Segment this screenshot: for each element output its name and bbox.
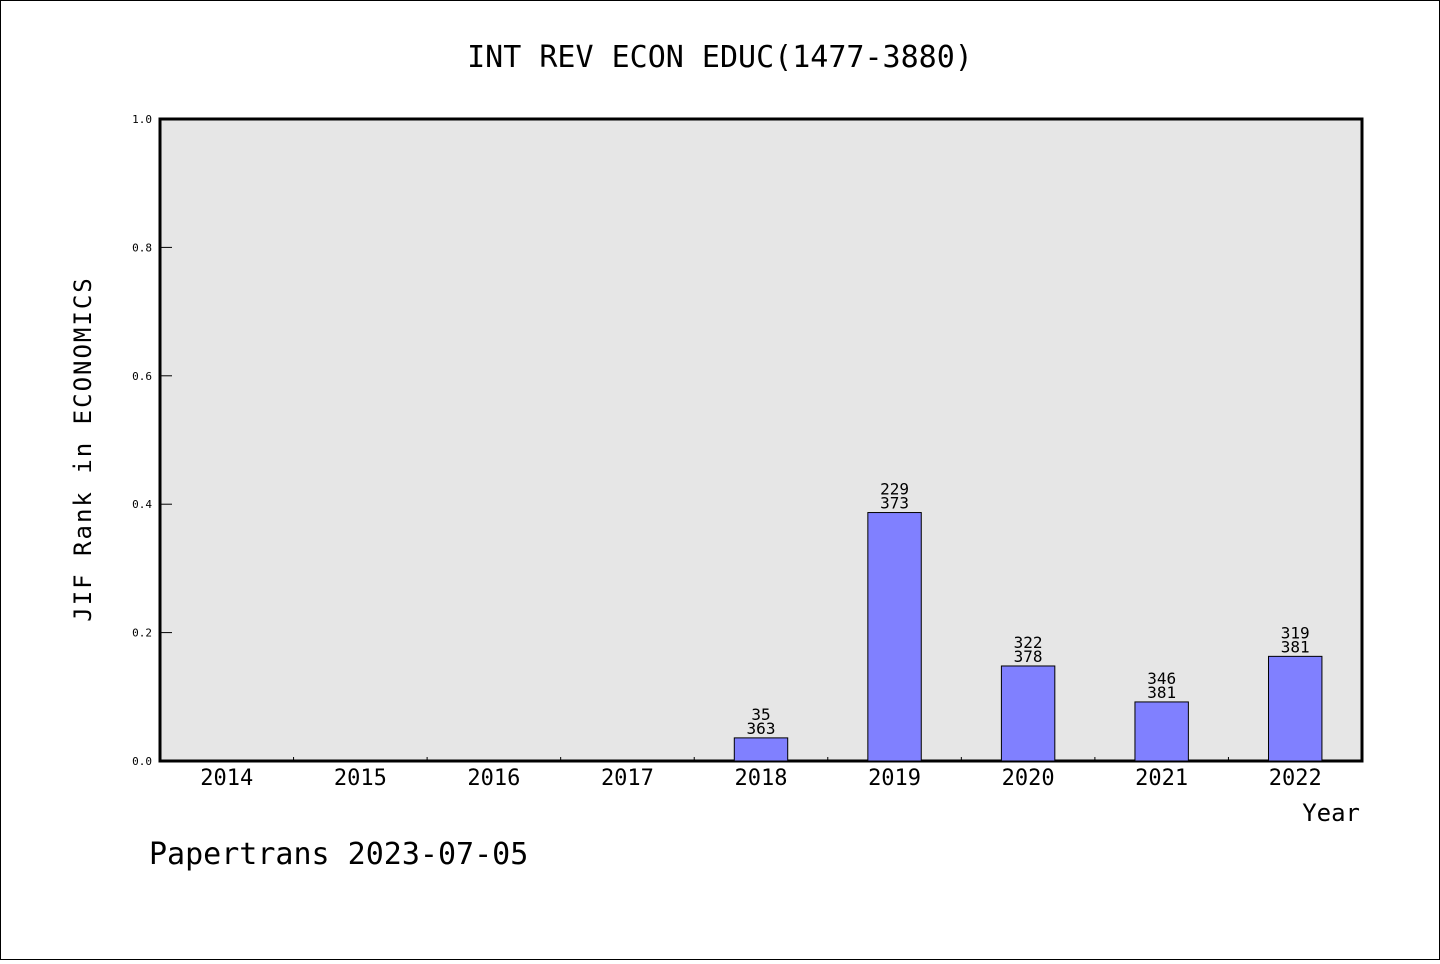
bar-label-rank: 229 <box>880 480 909 499</box>
bar <box>1000 665 1056 762</box>
bar-label-rank: 319 <box>1281 623 1310 642</box>
y-tick-label: 0.0 <box>132 755 152 768</box>
chart-title: INT REV ECON EDUC(1477-3880) <box>467 40 973 75</box>
bar <box>867 512 922 762</box>
footer-credit: Papertrans 2023-07-05 <box>149 837 528 872</box>
y-axis-label: JIF Rank in ECONOMICS <box>69 276 97 621</box>
plot-area <box>158 117 1364 763</box>
bar-label-total: 373 <box>880 494 909 513</box>
y-tick-label: 0.2 <box>132 627 152 640</box>
x-tick-label: 2016 <box>467 766 520 791</box>
x-tick-label: 2022 <box>1269 766 1322 791</box>
y-axis: 0.0 0.2 0.4 0.6 0.8 1.0 <box>132 113 172 768</box>
bar-label-total: 381 <box>1147 683 1176 702</box>
x-tick-label: 2014 <box>200 766 253 791</box>
bar-label-total: 378 <box>1014 647 1043 666</box>
bar <box>733 737 789 762</box>
bar <box>1268 655 1323 762</box>
x-axis-label: Year <box>1302 799 1360 827</box>
x-tick-label: 2018 <box>735 766 788 791</box>
bar <box>1134 701 1189 762</box>
x-tick-label: 2017 <box>601 766 654 791</box>
y-tick-label: 0.8 <box>132 241 152 254</box>
x-tick-label: 2015 <box>334 766 387 791</box>
bar-label-total: 363 <box>747 719 776 738</box>
y-tick-label: 0.6 <box>132 370 152 383</box>
bar-label-total: 381 <box>1281 637 1310 656</box>
x-tick-label: 2019 <box>868 766 921 791</box>
bar-label-rank: 346 <box>1147 669 1176 688</box>
x-axis: 2014 2015 2016 2017 2018 2019 2020 2021 2022 <box>200 757 1322 791</box>
x-tick-label: 2021 <box>1135 766 1188 791</box>
bar-label-rank: 322 <box>1014 633 1043 652</box>
y-tick-label: 0.4 <box>132 498 152 511</box>
y-tick-label: 1.0 <box>132 113 152 126</box>
x-tick-label: 2020 <box>1002 766 1055 791</box>
bar-label-rank: 35 <box>751 705 770 724</box>
